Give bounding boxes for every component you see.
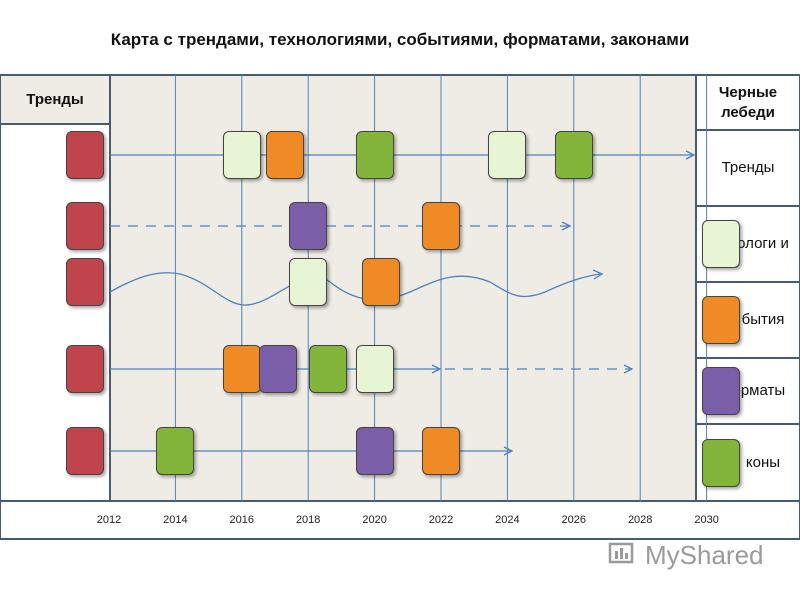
trend-box-4 — [66, 345, 104, 393]
trend-line-3 — [109, 272, 601, 306]
year-label-2024: 2024 — [495, 514, 520, 526]
page-title: Карта с трендами, технологиями, событиям… — [110, 30, 690, 49]
legend-label-3: бытия — [741, 311, 785, 328]
year-label-2016: 2016 — [229, 514, 255, 526]
trend-line-1-arrowhead — [685, 150, 696, 160]
tech-node — [289, 258, 328, 306]
law-node — [554, 131, 593, 179]
year-label-2014: 2014 — [163, 514, 188, 526]
legend-swatch-event — [702, 296, 740, 344]
legend-swatch-tech — [702, 220, 740, 268]
year-label-2028: 2028 — [627, 514, 653, 526]
tech-node — [222, 131, 261, 179]
legend-label-5: коны — [745, 453, 781, 471]
format-node — [259, 345, 298, 393]
law-node — [355, 131, 394, 179]
right-header: Черные лебеди — [718, 83, 778, 121]
tech-node — [355, 345, 394, 393]
watermark: MyShared — [645, 540, 764, 570]
year-label-2012: 2012 — [96, 514, 122, 526]
event-node — [422, 202, 460, 250]
event-node — [362, 258, 401, 306]
year-label-2020: 2020 — [362, 514, 387, 526]
trend-box-1 — [66, 131, 104, 179]
trend-line-2-arrowhead — [561, 221, 572, 231]
law-node — [156, 427, 195, 475]
chart-area — [110, 75, 696, 501]
event-node — [422, 427, 460, 475]
trend-line-4-dashed-arrowhead — [623, 364, 634, 374]
legend-swatch-format — [702, 367, 740, 415]
format-node — [355, 427, 394, 475]
legend-label-4: рматы — [740, 382, 786, 399]
event-node — [265, 131, 304, 179]
law-node — [309, 345, 348, 393]
trend-line-4-solid-arrowhead — [431, 364, 442, 374]
year-band — [0, 500, 800, 540]
format-node — [289, 202, 328, 250]
tech-node — [488, 131, 527, 179]
year-label-2030: 2030 — [694, 514, 719, 526]
legend-label-1: Тренды — [721, 159, 775, 176]
trend-box-3 — [66, 258, 104, 306]
trend-box-5 — [66, 427, 104, 475]
legend-swatch-law — [702, 438, 740, 487]
trend-box-2 — [66, 202, 104, 250]
year-label-2026: 2026 — [561, 514, 587, 526]
year-label-2022: 2022 — [428, 514, 454, 526]
left-header: Тренды — [26, 91, 84, 108]
trend-line-5-arrowhead — [503, 446, 514, 456]
legend-label-2: ологи и — [737, 235, 789, 252]
watermark-icon — [608, 542, 634, 564]
event-node — [222, 345, 261, 393]
year-label-2018: 2018 — [295, 514, 321, 526]
trend-line-3-arrowhead — [592, 269, 604, 280]
